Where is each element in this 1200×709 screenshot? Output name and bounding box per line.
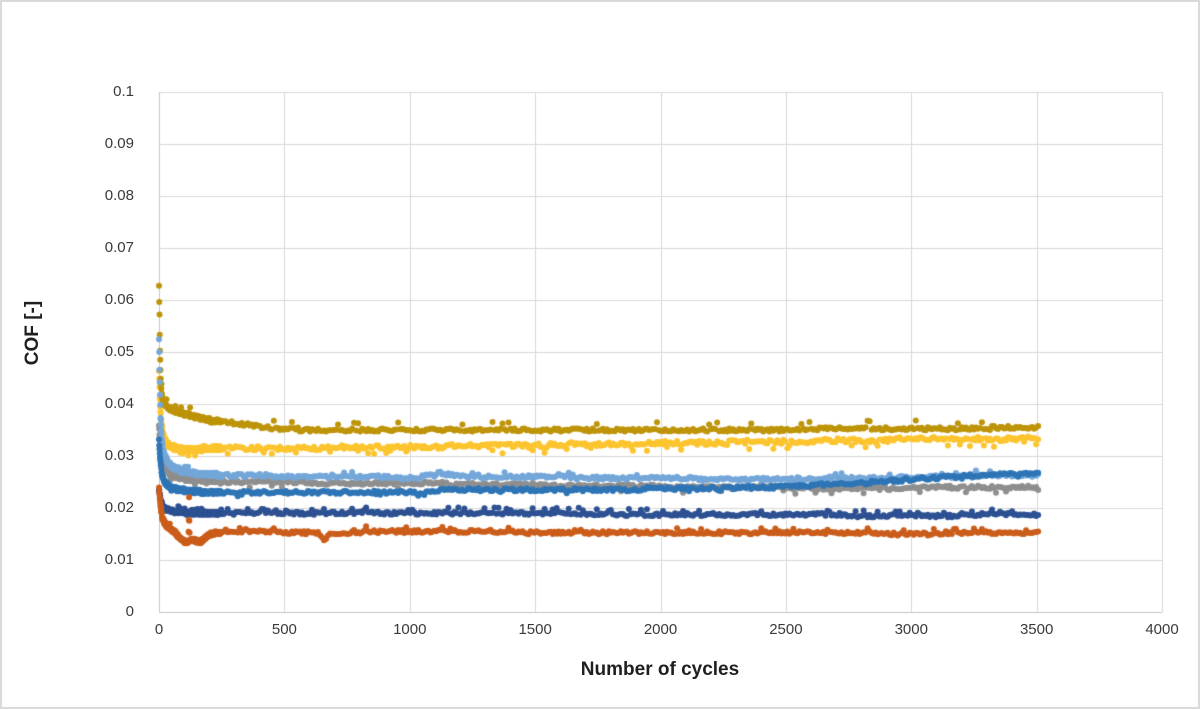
x-tick-label: 1500 bbox=[518, 621, 552, 638]
x-axis-title: Number of cycles bbox=[580, 659, 740, 680]
x-tick-label: 0 bbox=[154, 621, 164, 638]
x-tick-label: 3500 bbox=[1019, 621, 1054, 638]
y-tick-label: 0.01 bbox=[104, 551, 134, 568]
y-tick-label: 0.06 bbox=[104, 291, 134, 308]
y-tick-label: 0.07 bbox=[104, 239, 134, 256]
x-tick-label: 1000 bbox=[393, 621, 427, 638]
x-tick-label: 500 bbox=[271, 621, 297, 638]
y-tick-label: 0.04 bbox=[104, 395, 134, 412]
y-tick-label: 0.08 bbox=[104, 187, 134, 204]
y-tick-label: 0.02 bbox=[104, 499, 134, 516]
y-tick-label: 0.09 bbox=[104, 135, 134, 152]
y-axis-title: COF [-] bbox=[22, 300, 43, 366]
x-tick-label: 2500 bbox=[769, 621, 803, 638]
x-tick-label: 2000 bbox=[643, 621, 678, 638]
y-tick-label: 0.05 bbox=[104, 343, 134, 360]
y-tick-label: 0 bbox=[125, 603, 134, 620]
x-tick-label: 3000 bbox=[894, 621, 928, 638]
y-tick-label: 0.03 bbox=[104, 447, 134, 464]
y-tick-label: 0.1 bbox=[113, 83, 134, 100]
x-tick-label: 4000 bbox=[1145, 621, 1179, 638]
